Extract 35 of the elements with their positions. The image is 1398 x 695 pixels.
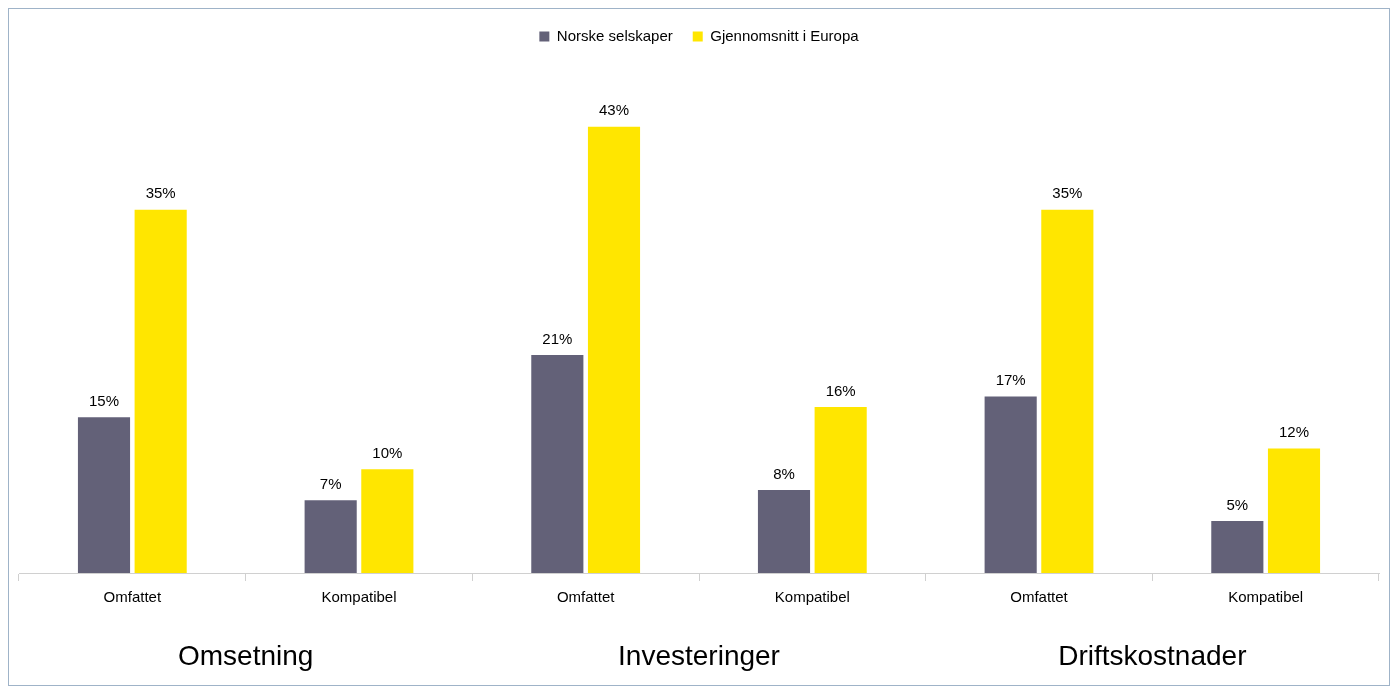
bar [1211, 521, 1264, 573]
legend-label: Gjennomsnitt i Europa [710, 26, 860, 44]
data-label: 15% [88, 391, 120, 409]
bar [984, 396, 1037, 573]
data-label: 35% [145, 184, 176, 202]
bar [77, 417, 131, 573]
data-label: 8% [773, 464, 795, 482]
bar [531, 355, 584, 573]
text: Driftskostnader [1058, 639, 1247, 671]
x-tick-label: Kompatibel [774, 588, 850, 606]
bar [1267, 448, 1321, 573]
data-label: 7% [319, 474, 342, 492]
data-label: 12% [1278, 423, 1310, 441]
bar [1041, 209, 1094, 573]
bar [757, 489, 811, 573]
data-label: 17% [995, 371, 1026, 389]
data-label: 21% [542, 329, 573, 347]
x-tick-label: Omfattet [1010, 588, 1069, 606]
bar [134, 209, 187, 573]
text: Omsetning [177, 639, 314, 671]
bar [587, 126, 641, 573]
bar [814, 406, 867, 573]
text: Investeringer [618, 639, 780, 671]
data-label: 5% [1226, 495, 1249, 513]
x-tick-label: Kompatibel [321, 588, 397, 606]
x-tick-label: Omfattet [556, 588, 616, 606]
data-label: 35% [1052, 184, 1083, 202]
data-label: 10% [372, 443, 403, 461]
legend-label: Norske selskaper [556, 26, 673, 44]
x-tick-label: Omfattet [103, 588, 162, 606]
bar [361, 469, 414, 573]
x-tick-label: Kompatibel [1228, 588, 1304, 606]
data-label: 43% [598, 101, 630, 119]
bar [304, 500, 357, 573]
data-label: 16% [825, 381, 856, 399]
